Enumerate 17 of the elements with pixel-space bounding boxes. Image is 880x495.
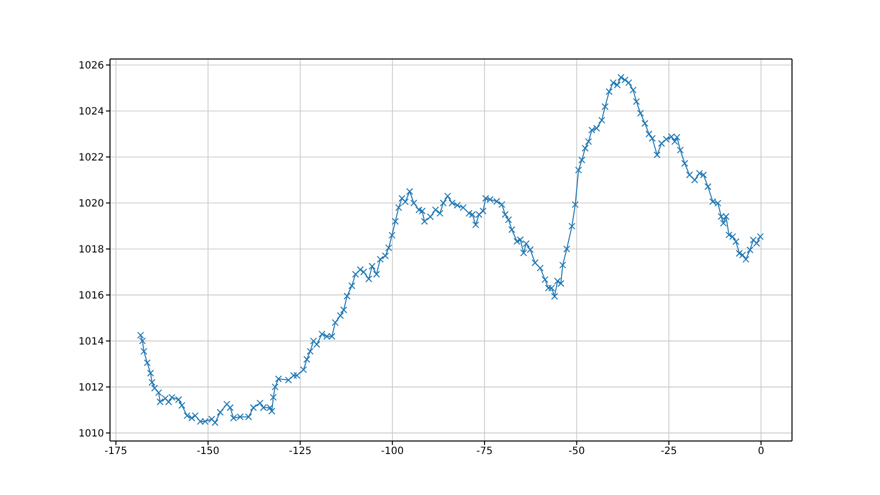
x-tick-label: -150: [196, 446, 220, 458]
x-tick-label: -175: [104, 446, 128, 458]
y-tick-label: 1016: [78, 290, 104, 302]
y-tick-label: 1012: [78, 382, 104, 394]
x-tick-label: 0: [758, 446, 764, 458]
x-tick-label: -25: [660, 446, 678, 458]
y-tick-label: 1014: [78, 336, 104, 348]
y-tick-label: 1018: [78, 244, 104, 256]
y-tick-label: 1010: [78, 428, 104, 440]
x-tick-label: -75: [476, 446, 493, 458]
x-tick-label: -100: [381, 446, 404, 458]
y-tick-label: 1020: [78, 198, 104, 210]
y-tick-label: 1024: [78, 106, 104, 118]
y-tick-label: 1026: [78, 60, 104, 72]
y-tick-label: 1022: [78, 152, 104, 164]
x-tick-label: -125: [288, 446, 312, 458]
x-tick-label: -50: [568, 446, 585, 458]
